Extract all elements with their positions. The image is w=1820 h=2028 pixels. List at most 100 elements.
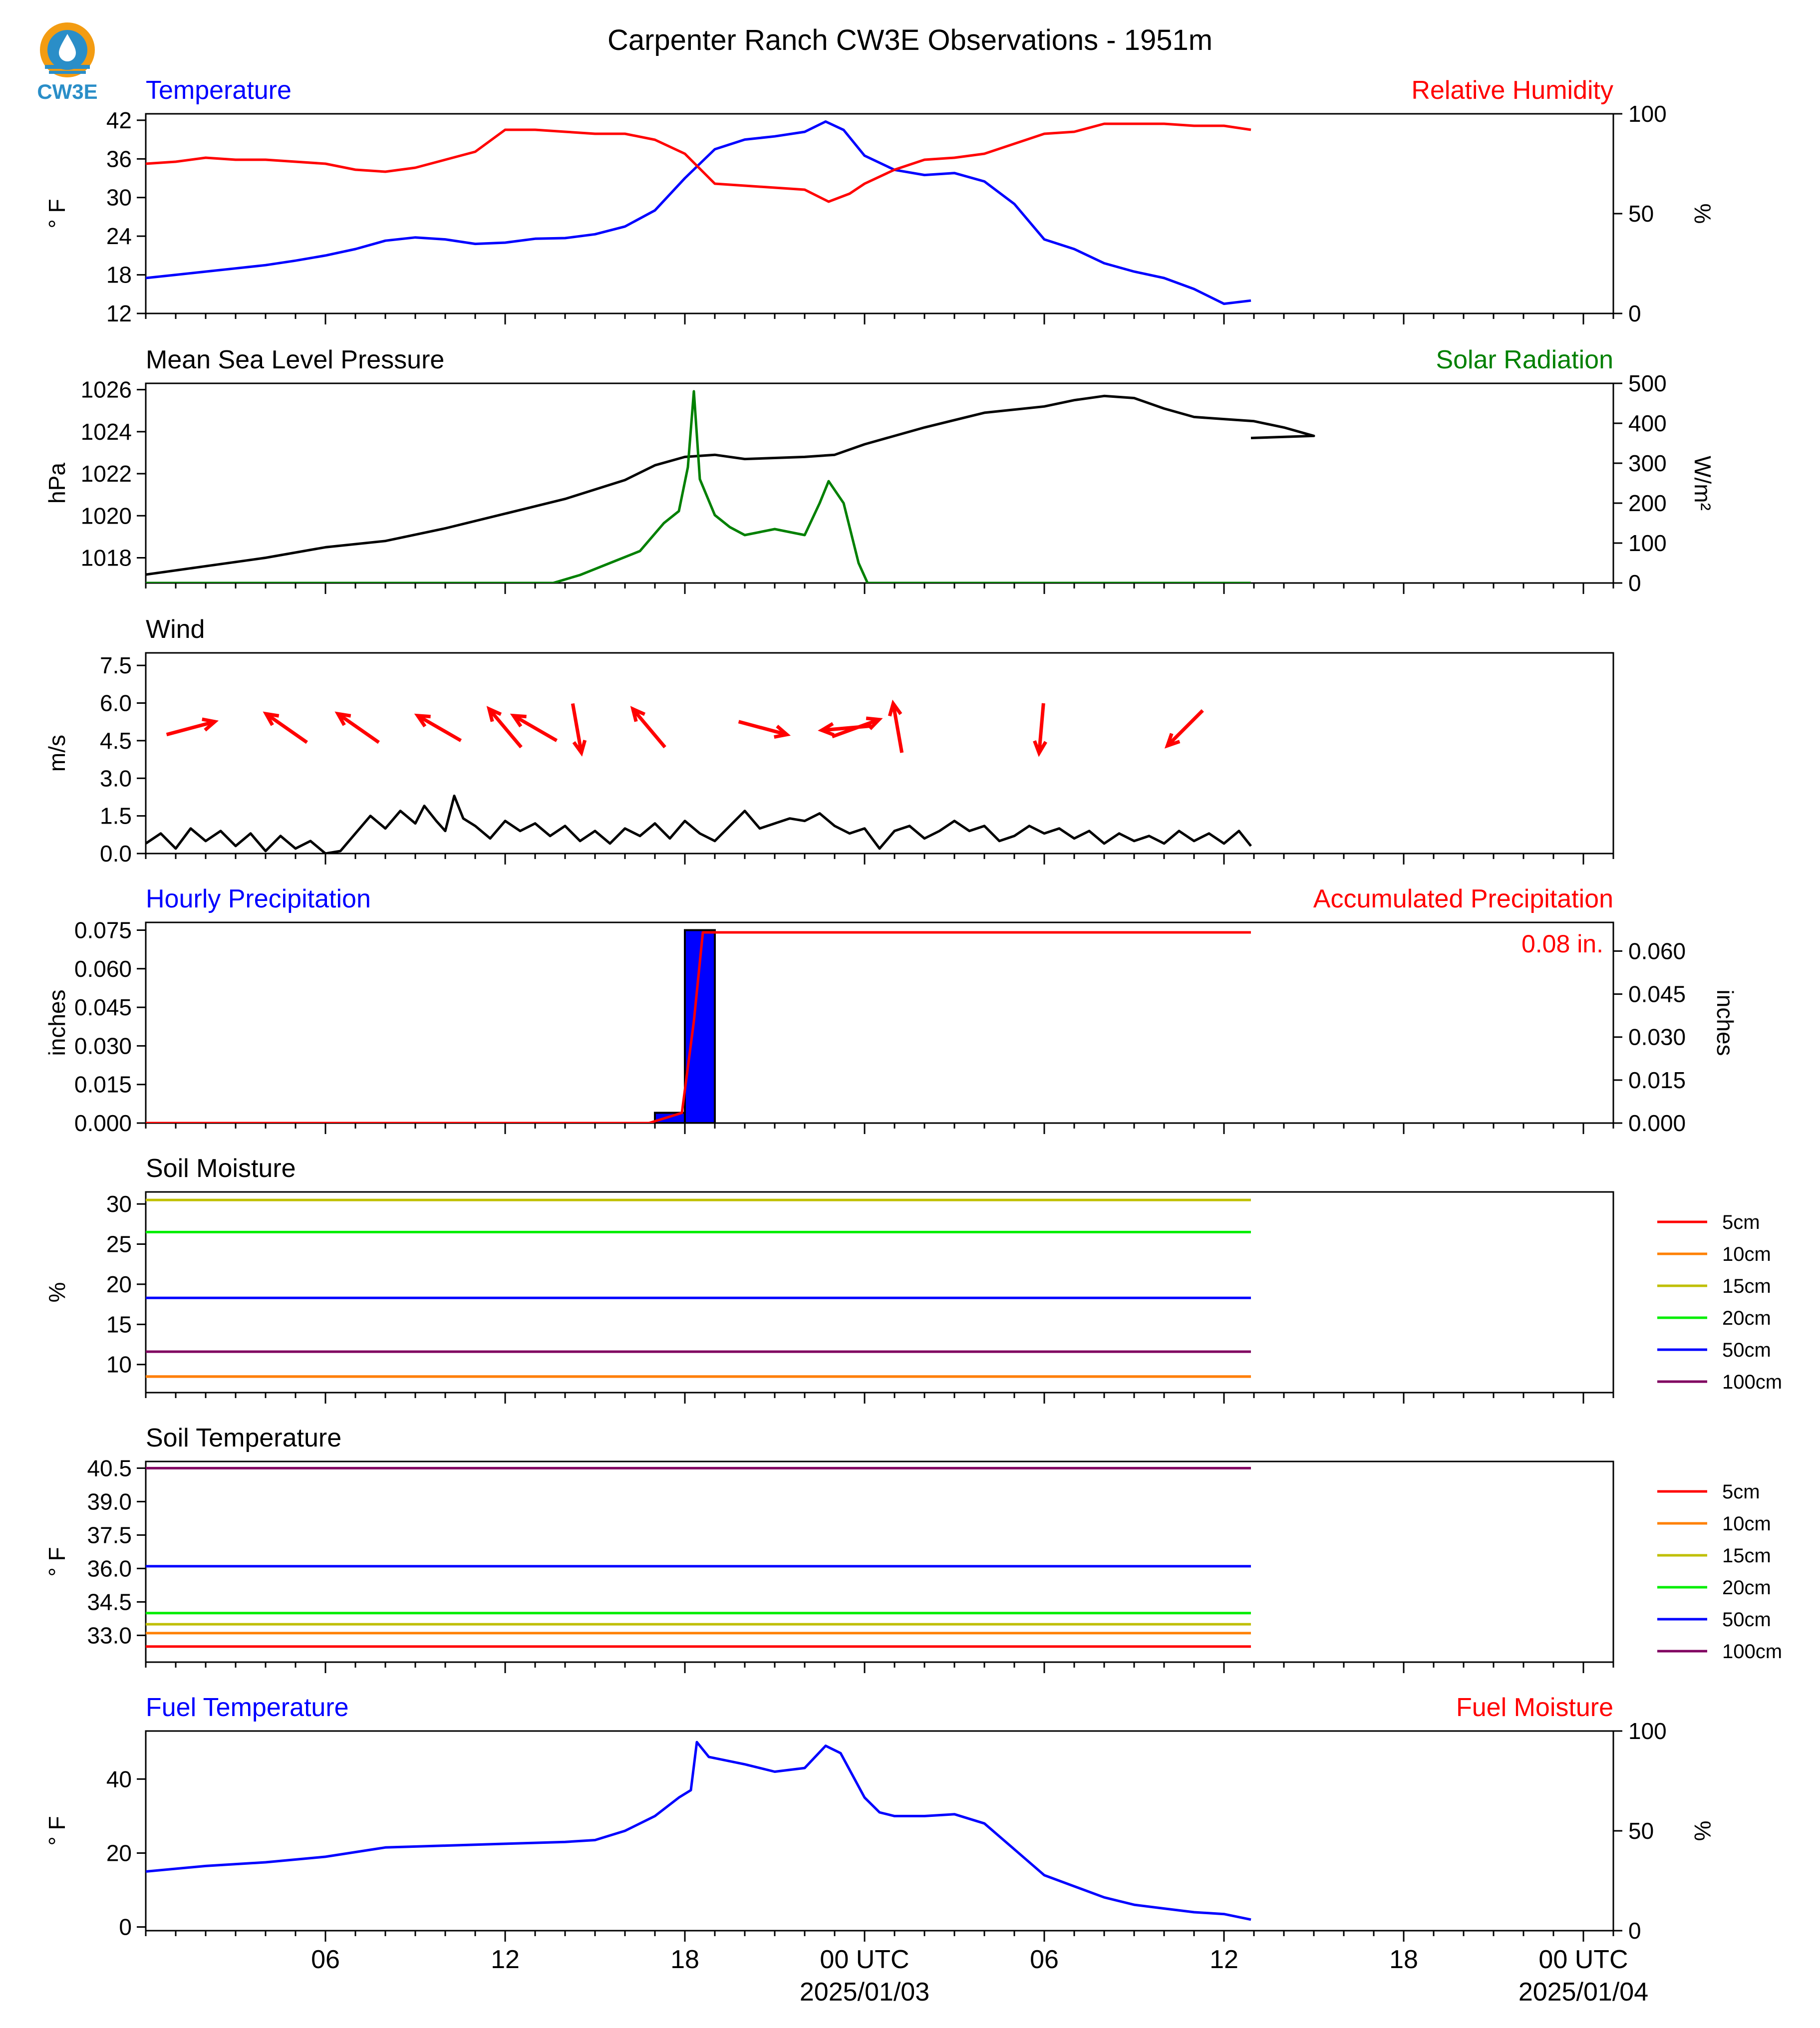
x-tick-label: 18	[1389, 1945, 1418, 1974]
panel-frame	[145, 1730, 1614, 1932]
y-tick-label: 1022	[81, 461, 132, 487]
y-tick-label: 10	[106, 1352, 132, 1378]
x-tick-label: 18	[670, 1945, 699, 1974]
wind-arrow	[831, 718, 880, 739]
panel-left-title: Temperature	[146, 76, 292, 105]
wind-arrow-head	[888, 699, 903, 717]
wind-arrow-head	[1033, 740, 1047, 757]
panel-frame	[145, 1191, 1614, 1394]
panel-temp_rh: Temperature Relative Humidity 12 18 24 30 36 42…	[44, 76, 1716, 326]
y2-tick-label: 0	[1628, 1918, 1641, 1944]
y-tick-label: 0.0	[100, 841, 132, 867]
y-tick-label: 40.5	[87, 1455, 132, 1481]
panel-left-title: Soil Temperature	[146, 1424, 341, 1452]
wind-arrow	[416, 714, 462, 742]
panel-left-title: Soil Moisture	[146, 1154, 296, 1183]
legend-label: 5cm	[1722, 1211, 1760, 1233]
wind-arrow	[631, 708, 666, 749]
panel-pressure_solar: Mean Sea Level Pressure Solar Radiation 10…	[44, 345, 1716, 596]
x-date-label: 2025/01/03	[800, 1978, 929, 2007]
wind-arrow-head	[630, 706, 646, 722]
panel-soil_moisture: Soil Moisture 10 15 20 25 30%	[44, 1154, 1614, 1404]
x-tick-label: 12	[1210, 1945, 1238, 1974]
series-line	[146, 394, 1315, 576]
panel-left-title: Hourly Precipitation	[146, 884, 371, 913]
y-tick-label: 1024	[81, 419, 132, 445]
legend-label: 100cm	[1722, 1371, 1782, 1393]
y-tick-label: 0.075	[74, 917, 132, 943]
plot-area	[146, 1740, 1251, 1921]
y2-axis-label: %	[1690, 204, 1716, 224]
y-tick-label: 42	[106, 107, 132, 133]
wind-arrow	[891, 703, 904, 753]
panel-right-title: Fuel Moisture	[1456, 1693, 1613, 1722]
y-tick-label: 7.5	[100, 652, 132, 678]
plot-area	[146, 1466, 1251, 1648]
accumulated-line	[146, 931, 1251, 1123]
y2-tick-label: 0.015	[1628, 1067, 1686, 1093]
series-line	[146, 120, 1251, 305]
y2-tick-label: 300	[1628, 450, 1667, 476]
y-tick-label: 0.030	[74, 1033, 132, 1059]
y-tick-label: 15	[106, 1311, 132, 1337]
wind-arrow	[738, 720, 788, 737]
wind-arrow-head	[572, 740, 587, 757]
panel-precip: Hourly Precipitation Accumulated Precipit…	[44, 884, 1738, 1136]
series-line	[146, 122, 1251, 203]
wind-arrow	[571, 703, 584, 753]
y2-tick-label: 0	[1628, 300, 1641, 326]
wind-arrow-head	[774, 725, 791, 739]
series-line	[146, 1740, 1251, 1921]
y-tick-label: 30	[106, 185, 132, 211]
y2-tick-label: 0	[1628, 570, 1641, 596]
x-date-label: 2025/01/04	[1518, 1978, 1648, 2007]
y-axis-label: ° F	[44, 1547, 70, 1576]
wind-arrow-head	[486, 706, 502, 722]
panel-left-title: Mean Sea Level Pressure	[146, 345, 444, 374]
wind-arrow	[265, 712, 308, 744]
y2-tick-label: 0.000	[1628, 1110, 1686, 1136]
plot-area	[146, 120, 1251, 305]
series-line	[146, 794, 1252, 854]
y-axis-label: m/s	[44, 735, 70, 772]
y-tick-label: 34.5	[87, 1589, 132, 1615]
y2-axis-label: %	[1690, 1821, 1716, 1841]
legend: 5cm 10cm 15cm 20cm 50cm 100cm	[1657, 1481, 1782, 1663]
y-tick-label: 39.0	[87, 1488, 132, 1514]
legend-label: 10cm	[1722, 1513, 1771, 1535]
y-axis-label: hPa	[44, 463, 70, 504]
x-tick-label: 00 UTC	[1538, 1945, 1628, 1974]
y-tick-label: 36	[106, 146, 132, 172]
panel-right-title: Accumulated Precipitation	[1313, 884, 1613, 913]
y2-tick-label: 50	[1628, 1818, 1654, 1844]
legend-label: 10cm	[1722, 1243, 1771, 1265]
y-tick-label: 30	[106, 1191, 132, 1217]
panel-frame	[145, 652, 1614, 855]
x-tick-label: 00 UTC	[820, 1945, 909, 1974]
panel-frame	[145, 921, 1614, 1124]
panel-right-title: Relative Humidity	[1411, 76, 1613, 105]
y2-axis-label: W/m²	[1690, 456, 1716, 511]
y-tick-label: 33.0	[87, 1622, 132, 1648]
precip-total-label: 0.08 in.	[1521, 930, 1603, 958]
y2-tick-label: 400	[1628, 410, 1667, 436]
y-tick-label: 40	[106, 1766, 132, 1792]
plot-area	[146, 929, 1251, 1123]
legend-label: 15cm	[1722, 1545, 1771, 1567]
y-tick-label: 4.5	[100, 728, 132, 754]
panel-left-title: Wind	[146, 615, 205, 644]
wind-arrow-head	[263, 711, 280, 726]
x-tick-label: 12	[491, 1945, 520, 1974]
y-axis-label: ° F	[44, 199, 70, 228]
legend-label: 100cm	[1722, 1641, 1782, 1663]
x-tick-label: 06	[1030, 1945, 1059, 1974]
wind-arrow-head	[1164, 733, 1181, 749]
wind-arrow	[512, 714, 558, 742]
panel-soil_temp: Soil Temperature 33.0 34.5 36.0 37.5 39.0 40.5…	[44, 1424, 1614, 1673]
legend: 5cm 10cm 15cm 20cm 50cm 100cm	[1657, 1211, 1782, 1393]
y-tick-label: 18	[106, 262, 132, 288]
legend-label: 15cm	[1722, 1275, 1771, 1297]
wind-arrow-head	[510, 713, 527, 728]
y-tick-label: 24	[106, 223, 132, 249]
